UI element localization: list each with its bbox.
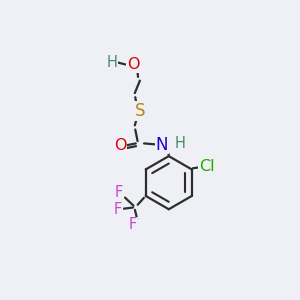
Text: S: S <box>135 102 145 120</box>
Text: N: N <box>156 136 168 154</box>
Text: H: H <box>107 55 118 70</box>
Text: F: F <box>115 185 123 200</box>
Text: F: F <box>114 202 122 217</box>
Text: Cl: Cl <box>199 159 214 174</box>
Text: F: F <box>129 217 137 232</box>
Text: H: H <box>175 136 186 151</box>
Text: O: O <box>114 138 127 153</box>
Text: O: O <box>127 57 139 72</box>
